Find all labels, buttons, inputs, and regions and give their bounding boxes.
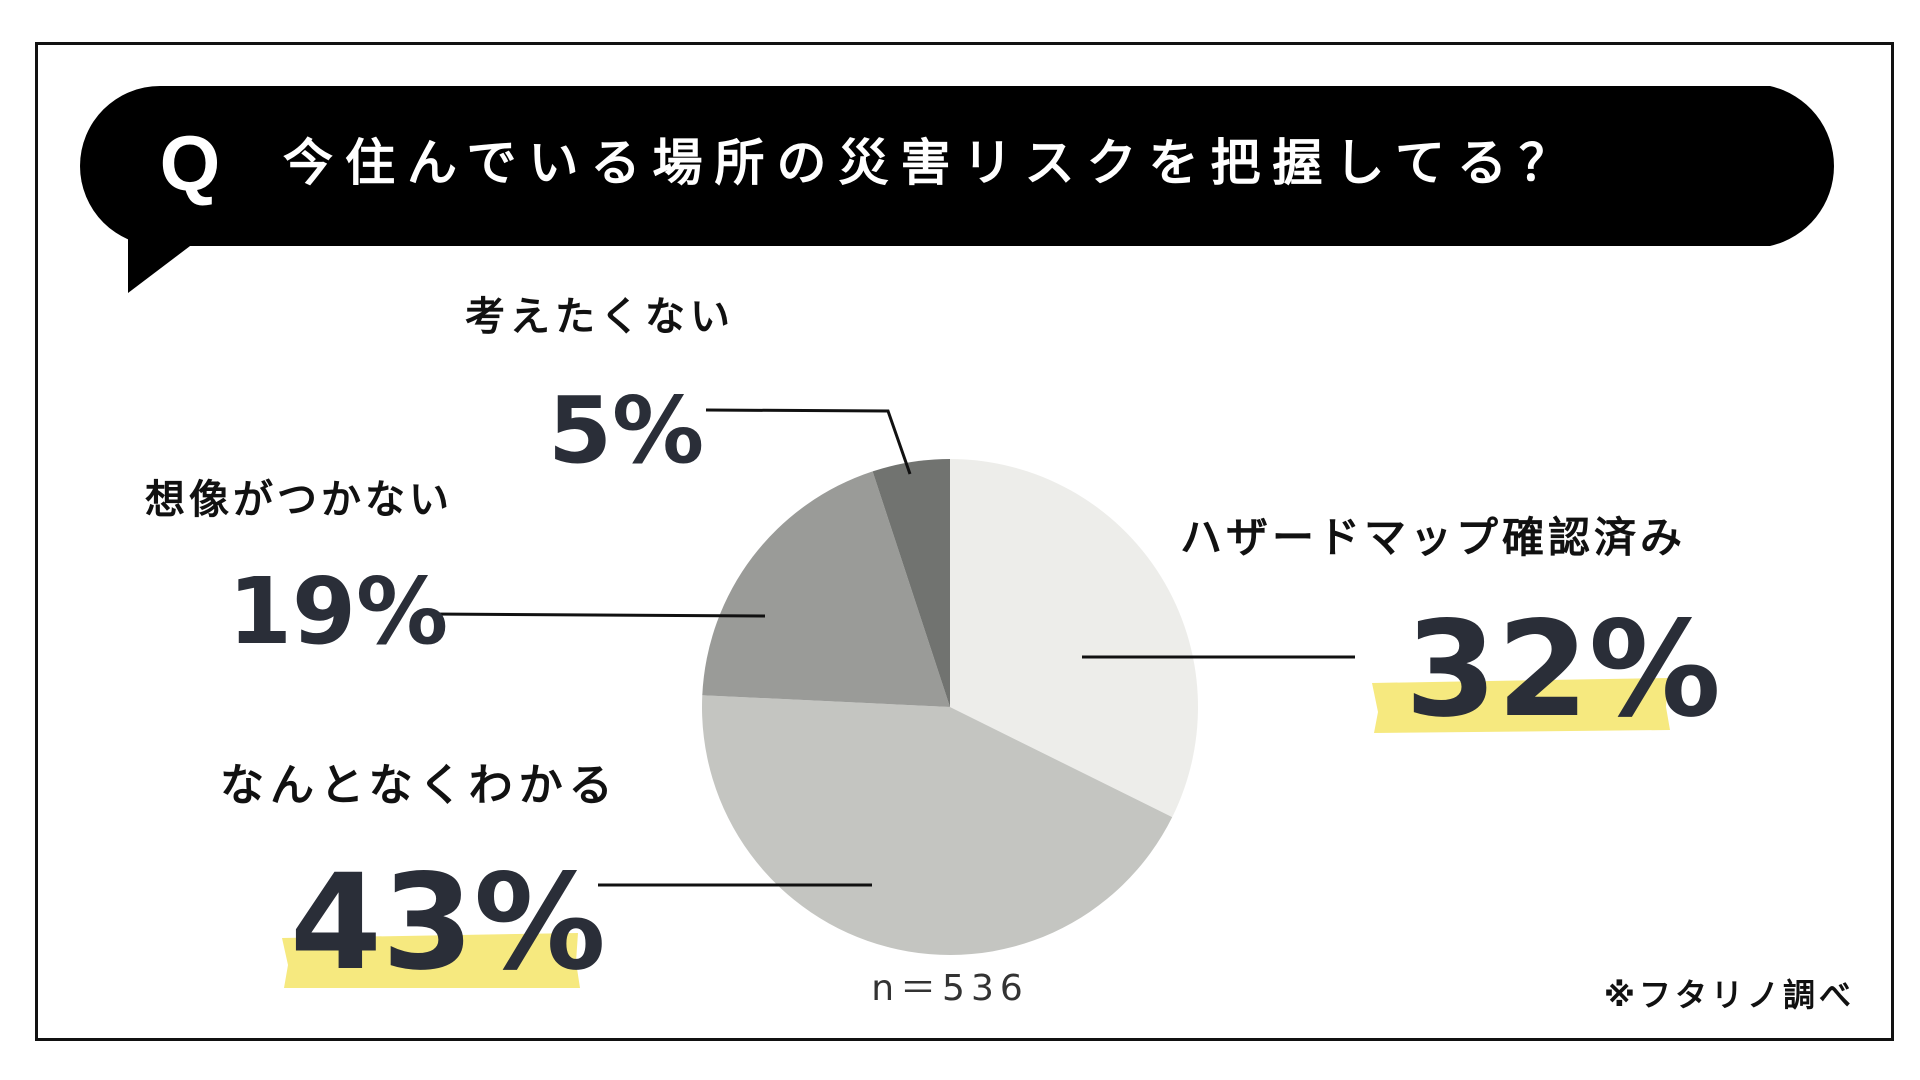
source-note: ※フタリノ調べ xyxy=(1604,976,1855,1014)
chart-frame xyxy=(35,42,1894,1041)
pie-slices xyxy=(701,459,1198,956)
slice-label-dont-want-think: 考えたくない xyxy=(465,294,735,340)
slice-label-cant-imagine: 想像がつかない xyxy=(145,477,453,523)
question-mark: Q xyxy=(160,119,221,207)
question-text: 今住んでいる場所の災害リスクを把握してる？ xyxy=(283,134,1581,192)
pie-slice-1 xyxy=(701,695,1173,956)
leader-line-19 xyxy=(429,612,766,618)
sample-size: n＝536 xyxy=(871,968,1029,1009)
highlight-marker-32 xyxy=(1372,678,1670,733)
pie-slice-2 xyxy=(702,471,950,707)
leader-line-5 xyxy=(705,408,912,475)
highlight-marker-43 xyxy=(282,933,580,988)
slice-pct-43: 43% xyxy=(290,846,606,1000)
question-banner: Q 今住んでいる場所の災害リスクを把握してる？ xyxy=(80,86,1834,293)
pie-slice-3 xyxy=(872,459,950,707)
slice-label-roughly-know: なんとなくわかる xyxy=(220,760,619,811)
slice-pct-19: 19% xyxy=(228,558,448,665)
slice-label-hazard-map: ハザードマップ確認済み xyxy=(1180,513,1686,562)
pie-slice-0 xyxy=(950,459,1198,818)
slice-pct-5: 5% xyxy=(548,377,704,484)
slice-pct-32: 32% xyxy=(1405,593,1721,747)
